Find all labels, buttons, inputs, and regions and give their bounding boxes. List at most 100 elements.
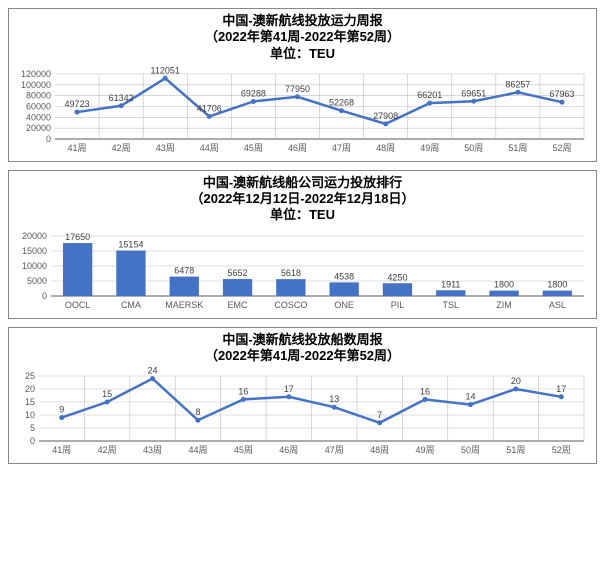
svg-text:13: 13 (329, 394, 339, 404)
ship-count-panel: 中国-澳新航线投放船数周报 （2022年第41周-2022年第52周） 0 5 10… (8, 327, 597, 465)
svg-text:5618: 5618 (281, 268, 301, 278)
svg-text:0: 0 (30, 436, 35, 446)
svg-text:16: 16 (420, 386, 430, 396)
chart1-svg: 020000400006000080000100000120000 41周 42周 4… (15, 62, 590, 157)
svg-text:20: 20 (25, 384, 35, 394)
svg-text:1800: 1800 (547, 279, 567, 289)
svg-text:43周: 43周 (156, 143, 175, 153)
svg-text:10000: 10000 (22, 261, 47, 271)
chart1-title-l2: （2022年第41周-2022年第52周） (15, 29, 590, 45)
svg-text:CMA: CMA (121, 300, 141, 310)
svg-text:1800: 1800 (494, 279, 514, 289)
svg-text:5: 5 (30, 423, 35, 433)
svg-text:15: 15 (102, 389, 112, 399)
svg-text:25: 25 (25, 371, 35, 381)
svg-text:80000: 80000 (26, 90, 51, 100)
svg-text:49周: 49周 (416, 445, 435, 455)
chart3-title-l2: （2022年第41周-2022年第52周） (15, 348, 590, 364)
svg-text:47周: 47周 (332, 143, 351, 153)
svg-text:20000: 20000 (22, 231, 47, 241)
svg-text:24: 24 (148, 366, 158, 376)
svg-text:41706: 41706 (197, 103, 222, 113)
svg-text:0: 0 (46, 134, 51, 144)
svg-text:10: 10 (25, 410, 35, 420)
capacity-weekly-panel: 中国-澳新航线投放运力周报 （2022年第41周-2022年第52周） 单位：T… (8, 8, 597, 162)
chart1-subtitle: 单位：TEU (15, 46, 590, 62)
svg-text:40000: 40000 (26, 112, 51, 122)
svg-text:ZIM: ZIM (496, 300, 512, 310)
svg-text:49周: 49周 (420, 143, 439, 153)
chart2-title: 中国-澳新航线船公司运力投放排行 （2022年12月12日-2022年12月18… (15, 175, 590, 224)
svg-text:66201: 66201 (417, 90, 442, 100)
svg-text:15000: 15000 (22, 246, 47, 256)
chart1-title: 中国-澳新航线投放运力周报 （2022年第41周-2022年第52周） 单位：T… (15, 13, 590, 62)
svg-text:20000: 20000 (26, 123, 51, 133)
svg-text:COSCO: COSCO (274, 300, 307, 310)
svg-text:8: 8 (195, 407, 200, 417)
svg-text:16: 16 (238, 386, 248, 396)
svg-text:17: 17 (284, 384, 294, 394)
svg-text:45周: 45周 (234, 445, 253, 455)
chart2-svg: 0 5000 10000 15000 20000 17650 OOCL 15154 CMA 647… (15, 224, 590, 314)
svg-text:6478: 6478 (174, 265, 194, 275)
svg-text:TSL: TSL (442, 300, 459, 310)
chart2-title-l1: 中国-澳新航线船公司运力投放排行 (15, 175, 590, 191)
svg-text:69651: 69651 (461, 88, 486, 98)
svg-text:41周: 41周 (68, 143, 87, 153)
svg-text:41周: 41周 (52, 445, 71, 455)
chart3-svg: 0 5 10 15 20 25 41周 42周 43周 44周 45周 46周 47周 48周 49周 50周… (15, 364, 590, 459)
company-ranking-panel: 中国-澳新航线船公司运力投放排行 （2022年12月12日-2022年12月18… (8, 170, 597, 319)
svg-text:17650: 17650 (65, 232, 90, 242)
chart2-title-l2: （2022年12月12日-2022年12月18日） (15, 191, 590, 207)
svg-text:50周: 50周 (464, 143, 483, 153)
svg-text:120000: 120000 (21, 69, 51, 79)
svg-text:48周: 48周 (376, 143, 395, 153)
svg-text:46周: 46周 (288, 143, 307, 153)
chart1-title-l1: 中国-澳新航线投放运力周报 (15, 13, 590, 29)
svg-text:45周: 45周 (244, 143, 263, 153)
svg-text:52周: 52周 (552, 143, 571, 153)
svg-text:60000: 60000 (26, 101, 51, 111)
svg-text:ASL: ASL (549, 300, 566, 310)
svg-text:49723: 49723 (65, 99, 90, 109)
svg-text:52268: 52268 (329, 97, 354, 107)
svg-text:44周: 44周 (188, 445, 207, 455)
svg-text:OOCL: OOCL (65, 300, 91, 310)
svg-text:100000: 100000 (21, 80, 51, 90)
svg-text:46周: 46周 (279, 445, 298, 455)
svg-text:5652: 5652 (228, 268, 248, 278)
svg-text:52周: 52周 (552, 445, 571, 455)
svg-text:50周: 50周 (461, 445, 480, 455)
svg-text:27908: 27908 (373, 111, 398, 121)
svg-text:9: 9 (59, 405, 64, 415)
svg-text:47周: 47周 (325, 445, 344, 455)
svg-text:15: 15 (25, 397, 35, 407)
svg-text:0: 0 (42, 291, 47, 301)
svg-text:14: 14 (465, 392, 475, 402)
svg-text:17: 17 (556, 384, 566, 394)
svg-text:EMC: EMC (228, 300, 249, 310)
svg-text:4250: 4250 (387, 272, 407, 282)
svg-text:44周: 44周 (200, 143, 219, 153)
svg-text:51周: 51周 (506, 445, 525, 455)
svg-text:86257: 86257 (505, 79, 530, 89)
svg-text:20: 20 (511, 376, 521, 386)
svg-text:15154: 15154 (118, 239, 143, 249)
svg-text:43周: 43周 (143, 445, 162, 455)
svg-text:4538: 4538 (334, 271, 354, 281)
svg-text:5000: 5000 (27, 276, 47, 286)
svg-text:ONE: ONE (334, 300, 354, 310)
chart2-subtitle: 单位：TEU (15, 207, 590, 223)
svg-text:77950: 77950 (285, 84, 310, 94)
chart3-title: 中国-澳新航线投放船数周报 （2022年第41周-2022年第52周） (15, 332, 590, 365)
svg-text:42周: 42周 (98, 445, 117, 455)
svg-text:67963: 67963 (549, 89, 574, 99)
svg-text:7: 7 (377, 410, 382, 420)
svg-text:61342: 61342 (109, 93, 134, 103)
svg-text:69288: 69288 (241, 88, 266, 98)
svg-text:48周: 48周 (370, 445, 389, 455)
svg-text:51周: 51周 (508, 143, 527, 153)
svg-text:PIL: PIL (391, 300, 405, 310)
svg-text:112051: 112051 (151, 65, 180, 75)
svg-text:42周: 42周 (112, 143, 131, 153)
